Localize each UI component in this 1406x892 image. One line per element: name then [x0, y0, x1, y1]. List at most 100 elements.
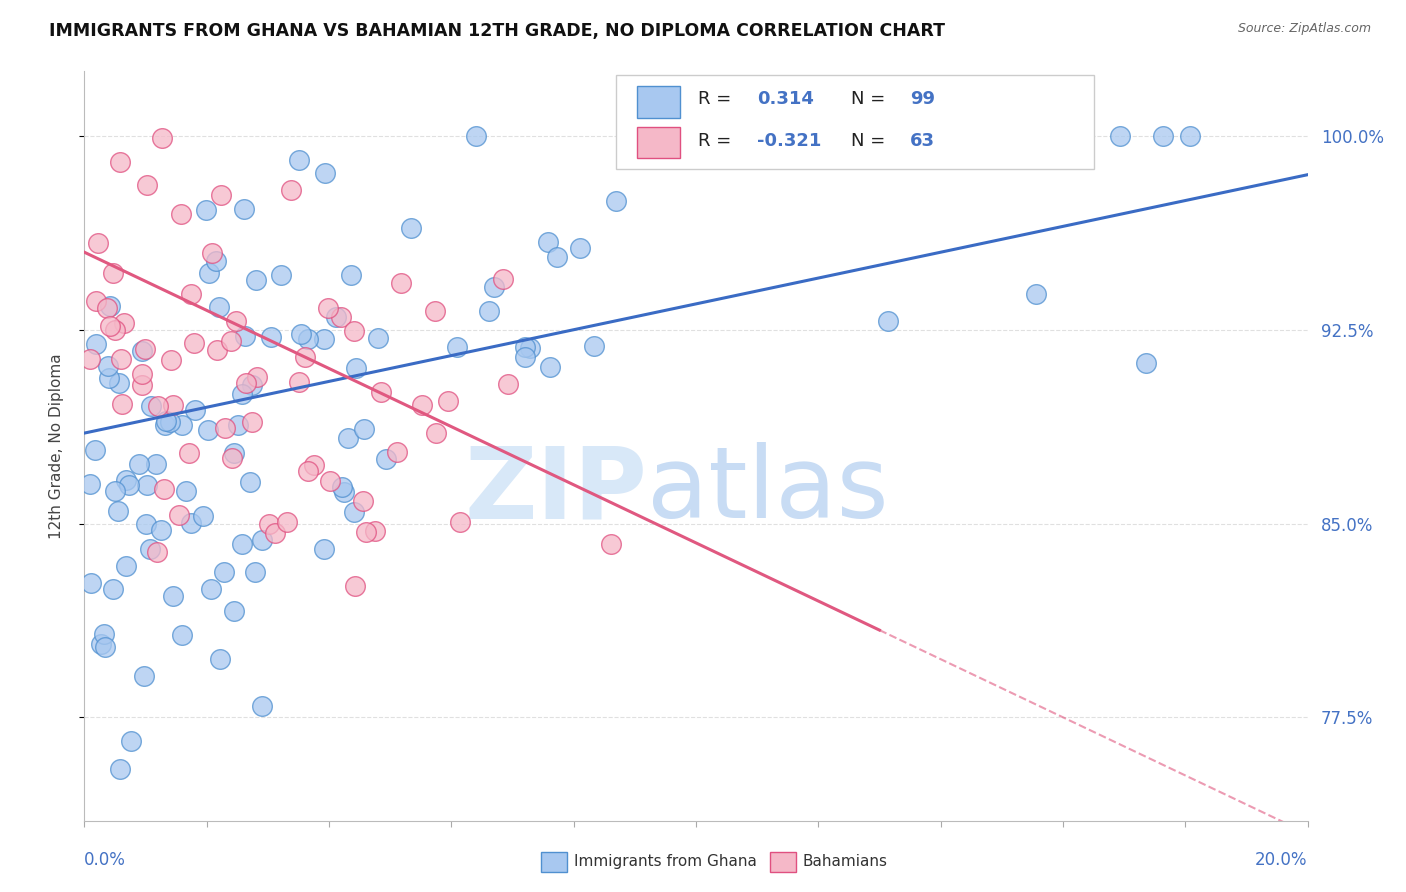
- Point: [264, 526, 287, 541]
- Point: [239, 475, 262, 489]
- Point: [1152, 128, 1174, 143]
- Point: [90, 636, 112, 650]
- Point: [260, 330, 283, 344]
- Point: [115, 473, 138, 487]
- Point: [352, 493, 374, 508]
- Point: [240, 415, 263, 429]
- Point: [112, 316, 135, 330]
- Text: 0.314: 0.314: [758, 90, 814, 108]
- Point: [146, 545, 169, 559]
- Point: [177, 446, 200, 460]
- Point: [214, 565, 236, 579]
- Point: [118, 478, 141, 492]
- Point: [170, 207, 193, 221]
- Point: [194, 203, 217, 218]
- Point: [294, 350, 316, 364]
- Point: [423, 303, 446, 318]
- Point: [245, 565, 267, 579]
- Text: atlas: atlas: [647, 442, 889, 540]
- Point: [231, 387, 253, 401]
- Point: [343, 579, 366, 593]
- Text: 63: 63: [910, 132, 935, 150]
- Point: [538, 359, 561, 374]
- Point: [290, 326, 312, 341]
- Point: [101, 266, 124, 280]
- Point: [201, 246, 224, 260]
- Point: [135, 478, 157, 492]
- Point: [159, 353, 181, 368]
- Point: [259, 517, 281, 532]
- Point: [513, 350, 536, 364]
- Text: N =: N =: [851, 90, 891, 108]
- Point: [221, 451, 243, 466]
- Point: [314, 166, 336, 180]
- Point: [180, 516, 202, 531]
- Point: [155, 413, 177, 427]
- Point: [297, 332, 319, 346]
- Point: [98, 318, 121, 333]
- Point: [385, 445, 408, 459]
- Point: [302, 458, 325, 472]
- Point: [97, 359, 120, 374]
- Point: [252, 533, 274, 547]
- Point: [120, 734, 142, 748]
- Point: [364, 524, 387, 538]
- Point: [131, 343, 153, 358]
- Point: [1178, 128, 1201, 143]
- Point: [167, 508, 190, 522]
- Point: [367, 331, 389, 345]
- Point: [111, 397, 134, 411]
- Text: Bahamians: Bahamians: [803, 855, 887, 870]
- Point: [135, 178, 157, 193]
- Point: [1025, 287, 1047, 301]
- Point: [104, 323, 127, 337]
- Point: [319, 475, 342, 489]
- FancyBboxPatch shape: [616, 75, 1094, 169]
- Point: [344, 361, 367, 376]
- Point: [221, 334, 243, 348]
- Point: [333, 485, 356, 500]
- Point: [600, 537, 623, 551]
- Point: [314, 332, 336, 346]
- Point: [148, 399, 170, 413]
- Point: [209, 187, 232, 202]
- Point: [79, 351, 101, 366]
- Point: [214, 421, 236, 435]
- Point: [191, 509, 214, 524]
- Point: [288, 153, 311, 168]
- Point: [205, 254, 228, 268]
- Point: [425, 426, 447, 441]
- Point: [343, 324, 366, 338]
- Point: [411, 398, 433, 412]
- Point: [226, 417, 249, 432]
- Point: [138, 541, 160, 556]
- Point: [87, 236, 110, 251]
- Point: [582, 339, 605, 353]
- Point: [399, 220, 422, 235]
- Point: [103, 582, 125, 596]
- Point: [200, 582, 222, 596]
- Bar: [637, 127, 681, 158]
- Text: R =: R =: [699, 90, 737, 108]
- Point: [280, 183, 302, 197]
- Point: [108, 155, 131, 169]
- Point: [103, 484, 125, 499]
- Point: [131, 377, 153, 392]
- Point: [288, 375, 311, 389]
- Point: [159, 415, 181, 429]
- Point: [145, 457, 167, 471]
- Text: ZIP: ZIP: [464, 442, 647, 540]
- Point: [197, 423, 219, 437]
- Point: [180, 286, 202, 301]
- Point: [150, 131, 173, 145]
- Point: [162, 398, 184, 412]
- Point: [568, 241, 591, 255]
- Point: [183, 335, 205, 350]
- Point: [96, 301, 118, 315]
- Point: [1135, 356, 1157, 370]
- Point: [98, 299, 121, 313]
- Point: [832, 128, 855, 143]
- Text: Source: ZipAtlas.com: Source: ZipAtlas.com: [1237, 22, 1371, 36]
- Point: [246, 370, 269, 384]
- Point: [605, 194, 627, 208]
